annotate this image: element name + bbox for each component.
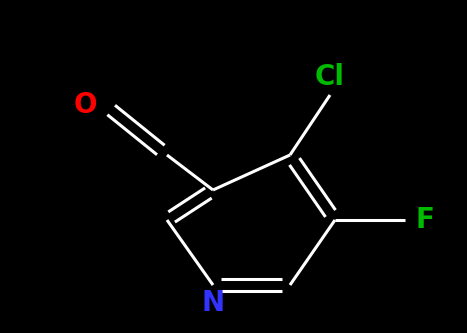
Text: O: O	[73, 91, 97, 119]
Text: N: N	[201, 289, 225, 317]
Text: Cl: Cl	[315, 63, 345, 91]
Text: F: F	[416, 206, 434, 234]
